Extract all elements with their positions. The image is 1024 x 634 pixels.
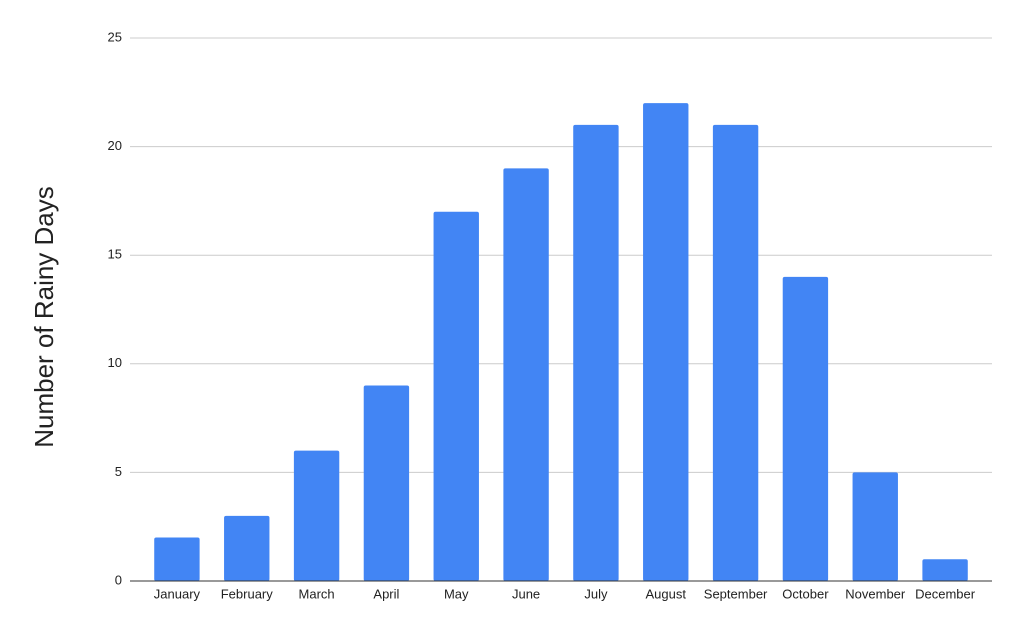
y-tick-label: 10 xyxy=(108,355,122,370)
x-tick-label: March xyxy=(299,586,335,601)
x-tick-label: October xyxy=(782,586,829,601)
y-tick-label: 0 xyxy=(115,572,122,587)
bar xyxy=(782,276,829,581)
x-tick-label: February xyxy=(221,586,274,601)
bar xyxy=(224,515,270,581)
y-tick-label: 25 xyxy=(108,29,122,44)
x-tick-label: August xyxy=(646,586,687,601)
bar xyxy=(643,103,689,581)
bar xyxy=(363,385,410,581)
x-tick-label: June xyxy=(512,586,540,601)
bar xyxy=(433,211,479,581)
x-tick-label: July xyxy=(584,586,608,601)
x-tick-label: May xyxy=(444,586,469,601)
y-tick-label: 20 xyxy=(108,138,122,153)
bar xyxy=(922,559,968,581)
bar xyxy=(293,450,340,581)
x-tick-label: April xyxy=(373,586,399,601)
bar xyxy=(712,124,759,581)
x-tick-label: January xyxy=(154,586,201,601)
y-tick-label: 5 xyxy=(115,464,122,479)
y-tick-label: 15 xyxy=(108,247,122,262)
bar xyxy=(503,168,549,581)
bar xyxy=(852,472,898,581)
bar xyxy=(573,124,619,581)
x-tick-label: December xyxy=(915,586,976,601)
bar xyxy=(154,537,200,581)
x-tick-label: November xyxy=(845,586,906,601)
x-tick-label: September xyxy=(704,586,768,601)
y-axis-title: Number of Rainy Days xyxy=(29,186,59,448)
